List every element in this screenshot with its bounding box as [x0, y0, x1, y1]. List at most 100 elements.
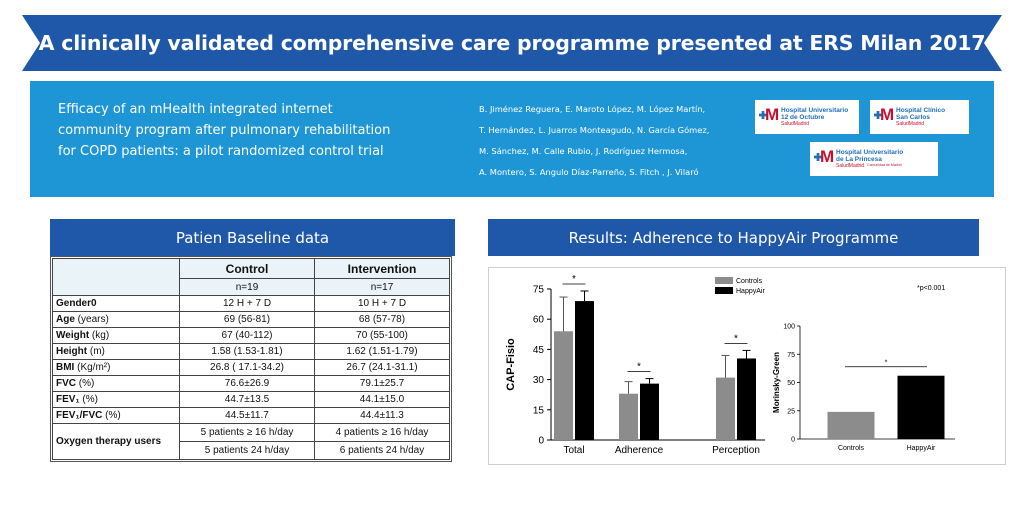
- intervention-value: 1.62 (1.51-1.79): [314, 343, 450, 360]
- y-tick-label: 75: [787, 352, 795, 359]
- significance-star: *: [637, 362, 641, 373]
- row-label: FEV₁ (%): [52, 391, 180, 408]
- row-label-text: BMI: [56, 362, 75, 373]
- author-line: M. Sánchez, M. Calle Rubio, J. Rodríguez…: [479, 146, 688, 156]
- row-label: FEV₁/FVC (%): [52, 407, 180, 424]
- table-row: FVC (%) 76.6±26.9 79.1±25.7: [52, 375, 450, 392]
- control-value: 12 H + 7 D: [179, 295, 315, 312]
- y-tick-label: 45: [533, 345, 545, 356]
- x-tick-label: Controls: [838, 445, 865, 452]
- significance-star: *: [734, 333, 738, 344]
- row-label-unit: (years): [74, 314, 109, 325]
- row-label-unit: (%): [102, 410, 121, 421]
- intervention-value: 26.7 (24.1-31.1): [314, 359, 450, 376]
- control-value: 5 patients ≥ 16 h/day: [179, 423, 315, 442]
- bar-controls-total: [554, 331, 573, 440]
- row-label-text: Weight: [56, 330, 90, 341]
- control-value: 26.8 ( 17.1-34.2): [179, 359, 315, 376]
- row-label-unit: (m): [87, 346, 105, 357]
- study-title-line: community program after pulmonary rehabi…: [58, 123, 391, 138]
- legend-swatch-controls: [715, 277, 733, 284]
- baseline-table: Control Intervention n=19 n=17 Gender0 12…: [52, 258, 450, 460]
- y-axis-label: CAP-Fisio: [505, 338, 517, 391]
- logo-name: Hospital Universitario: [836, 148, 904, 156]
- study-title-line: Efficacy of an mHealth integrated intern…: [58, 102, 333, 117]
- intervention-value: 44.4±11.3: [314, 407, 450, 424]
- baseline-header: Patien Baseline data: [50, 219, 455, 256]
- row-label-unit: (%): [76, 378, 95, 389]
- logo-name: San Carlos: [896, 113, 930, 121]
- logo-sub: SaludMadrid: [781, 120, 810, 127]
- x-tick-label: Total: [563, 445, 584, 456]
- logo-hospital-12-octubre: M Hospital Universitario 12 de Octubre S…: [755, 100, 859, 134]
- control-value: 67 (40-112): [179, 327, 315, 344]
- bar-controls-perception: [716, 377, 735, 440]
- table-row: Weight (kg) 67 (40-112) 70 (55-100): [52, 327, 450, 344]
- bar-morinsky-controls: [827, 411, 875, 439]
- author-line: B. Jiménez Reguera, E. Maroto López, M. …: [479, 104, 706, 114]
- logo-extra: Comunidad de Madrid: [867, 162, 902, 167]
- logo-name: Hospital Universitario: [781, 106, 849, 114]
- bar-happyair-perception: [737, 358, 756, 440]
- logo-sub: SaludMadrid: [836, 162, 865, 169]
- control-n: n=19: [179, 278, 315, 296]
- author-line: A. Montero, S. Angulo Díaz-Parreño, S. F…: [479, 167, 699, 177]
- group-control-header: Control: [179, 258, 315, 279]
- results-chart-panel: 0 15 30 45 60 75 CAP-Fisio Total * Adherence * Perc…: [488, 267, 1006, 465]
- intervention-value: 6 patients 24 h/day: [314, 441, 450, 460]
- table-header-row: Control Intervention: [52, 258, 450, 296]
- y-tick-label: 50: [787, 380, 795, 387]
- y-tick-label: 0: [791, 437, 795, 444]
- y-axis-label: Morinsky-Green: [772, 352, 781, 413]
- hospital-logo-icon: M: [814, 147, 834, 170]
- y-tick-label: 15: [533, 405, 545, 416]
- legend-swatch-happyair: [715, 287, 733, 294]
- hospital-logo-icon: M: [874, 105, 894, 128]
- row-label: Age (years): [52, 311, 180, 328]
- row-label: FVC (%): [52, 375, 180, 392]
- x-tick-label: HappyAir: [907, 445, 936, 452]
- title-banner: A clinically validated comprehensive car…: [22, 15, 1002, 71]
- bar-happyair-total: [575, 301, 594, 440]
- table-row-oxygen: Oxygen therapy users 5 patients ≥ 16 h/da…: [52, 423, 450, 460]
- significance-star: *: [572, 274, 576, 285]
- row-label-unit: (Kg/m²): [74, 362, 111, 373]
- row-label-unit: (kg): [89, 330, 110, 341]
- legend-label: Controls: [736, 278, 763, 285]
- legend-label: HappyAir: [736, 288, 765, 295]
- row-label-text: Gender0: [56, 298, 97, 309]
- banner-title: A clinically validated comprehensive car…: [38, 31, 986, 55]
- author-list: B. Jiménez Reguera, E. Maroto López, M. …: [479, 99, 759, 183]
- intervention-n: n=17: [314, 278, 450, 296]
- logo-name: de La Princesa: [836, 155, 882, 163]
- row-label: Gender0: [52, 295, 180, 312]
- intervention-value: 68 (57-78): [314, 311, 450, 328]
- row-label: BMI (Kg/m²): [52, 359, 180, 376]
- baseline-frame: [50, 256, 452, 462]
- p-value-note: *p<0.001: [917, 285, 945, 292]
- intervention-value: 79.1±25.7: [314, 375, 450, 392]
- x-tick-label: Perception: [712, 445, 760, 456]
- control-value: 5 patients 24 h/day: [179, 441, 315, 460]
- row-label-text: Height: [56, 346, 88, 357]
- significance-star: *: [885, 360, 888, 367]
- table-row: BMI (Kg/m²) 26.8 ( 17.1-34.2) 26.7 (24.1-3…: [52, 359, 450, 376]
- control-value: 44.7±13.5: [179, 391, 315, 408]
- row-label: Height (m): [52, 343, 180, 360]
- row-label-text: FVC: [56, 378, 76, 389]
- study-title: Efficacy of an mHealth integrated intern…: [58, 99, 448, 162]
- study-title-line: for COPD patients: a pilot randomized co…: [58, 144, 384, 159]
- logo-sub: SaludMadrid: [896, 120, 925, 127]
- banner-ribbon: [22, 15, 1002, 71]
- control-value: 69 (56-81): [179, 311, 315, 328]
- y-tick-label: 0: [538, 436, 544, 447]
- control-value: 44.5±11.7: [179, 407, 315, 424]
- x-tick-label: Adherence: [615, 445, 664, 456]
- table-row: FEV₁/FVC (%) 44.5±11.7 44.4±11.3: [52, 407, 450, 424]
- row-label-text: FEV₁/FVC: [56, 410, 103, 421]
- bar-happyair-adherence: [640, 383, 659, 440]
- results-header: Results: Adherence to HappyAir Programme: [488, 219, 979, 256]
- bar-morinsky-happyair: [897, 375, 945, 439]
- table-row: Gender0 12 H + 7 D 10 H + 7 D: [52, 295, 450, 312]
- logo-name: 12 de Octubre: [781, 113, 825, 121]
